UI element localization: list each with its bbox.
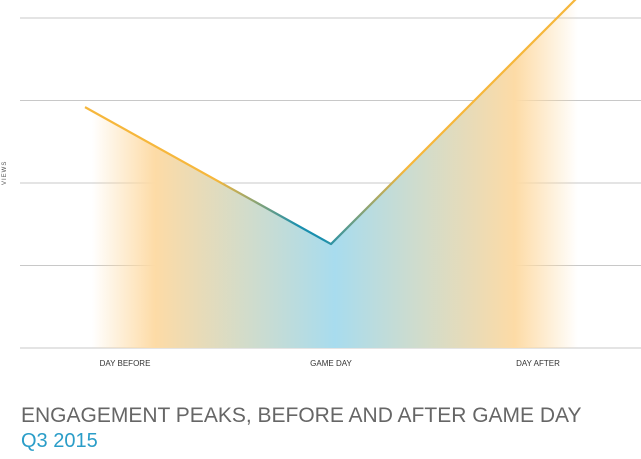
y-axis-label: VIEWS [2,160,8,185]
x-tick-label: DAY AFTER [516,359,560,368]
chart-subtitle: Q3 2015 [21,430,98,452]
chart-title: ENGAGEMENT PEAKS, BEFORE AND AFTER GAME … [21,404,582,427]
series-lines [84,0,577,246]
area-region [92,0,578,348]
x-tick-label: GAME DAY [310,359,352,368]
x-axis-ticks: DAY BEFORE GAME DAY DAY AFTER [100,359,560,368]
x-tick-label: DAY BEFORE [100,359,151,368]
area-fill [92,0,578,348]
series-line [84,0,577,246]
